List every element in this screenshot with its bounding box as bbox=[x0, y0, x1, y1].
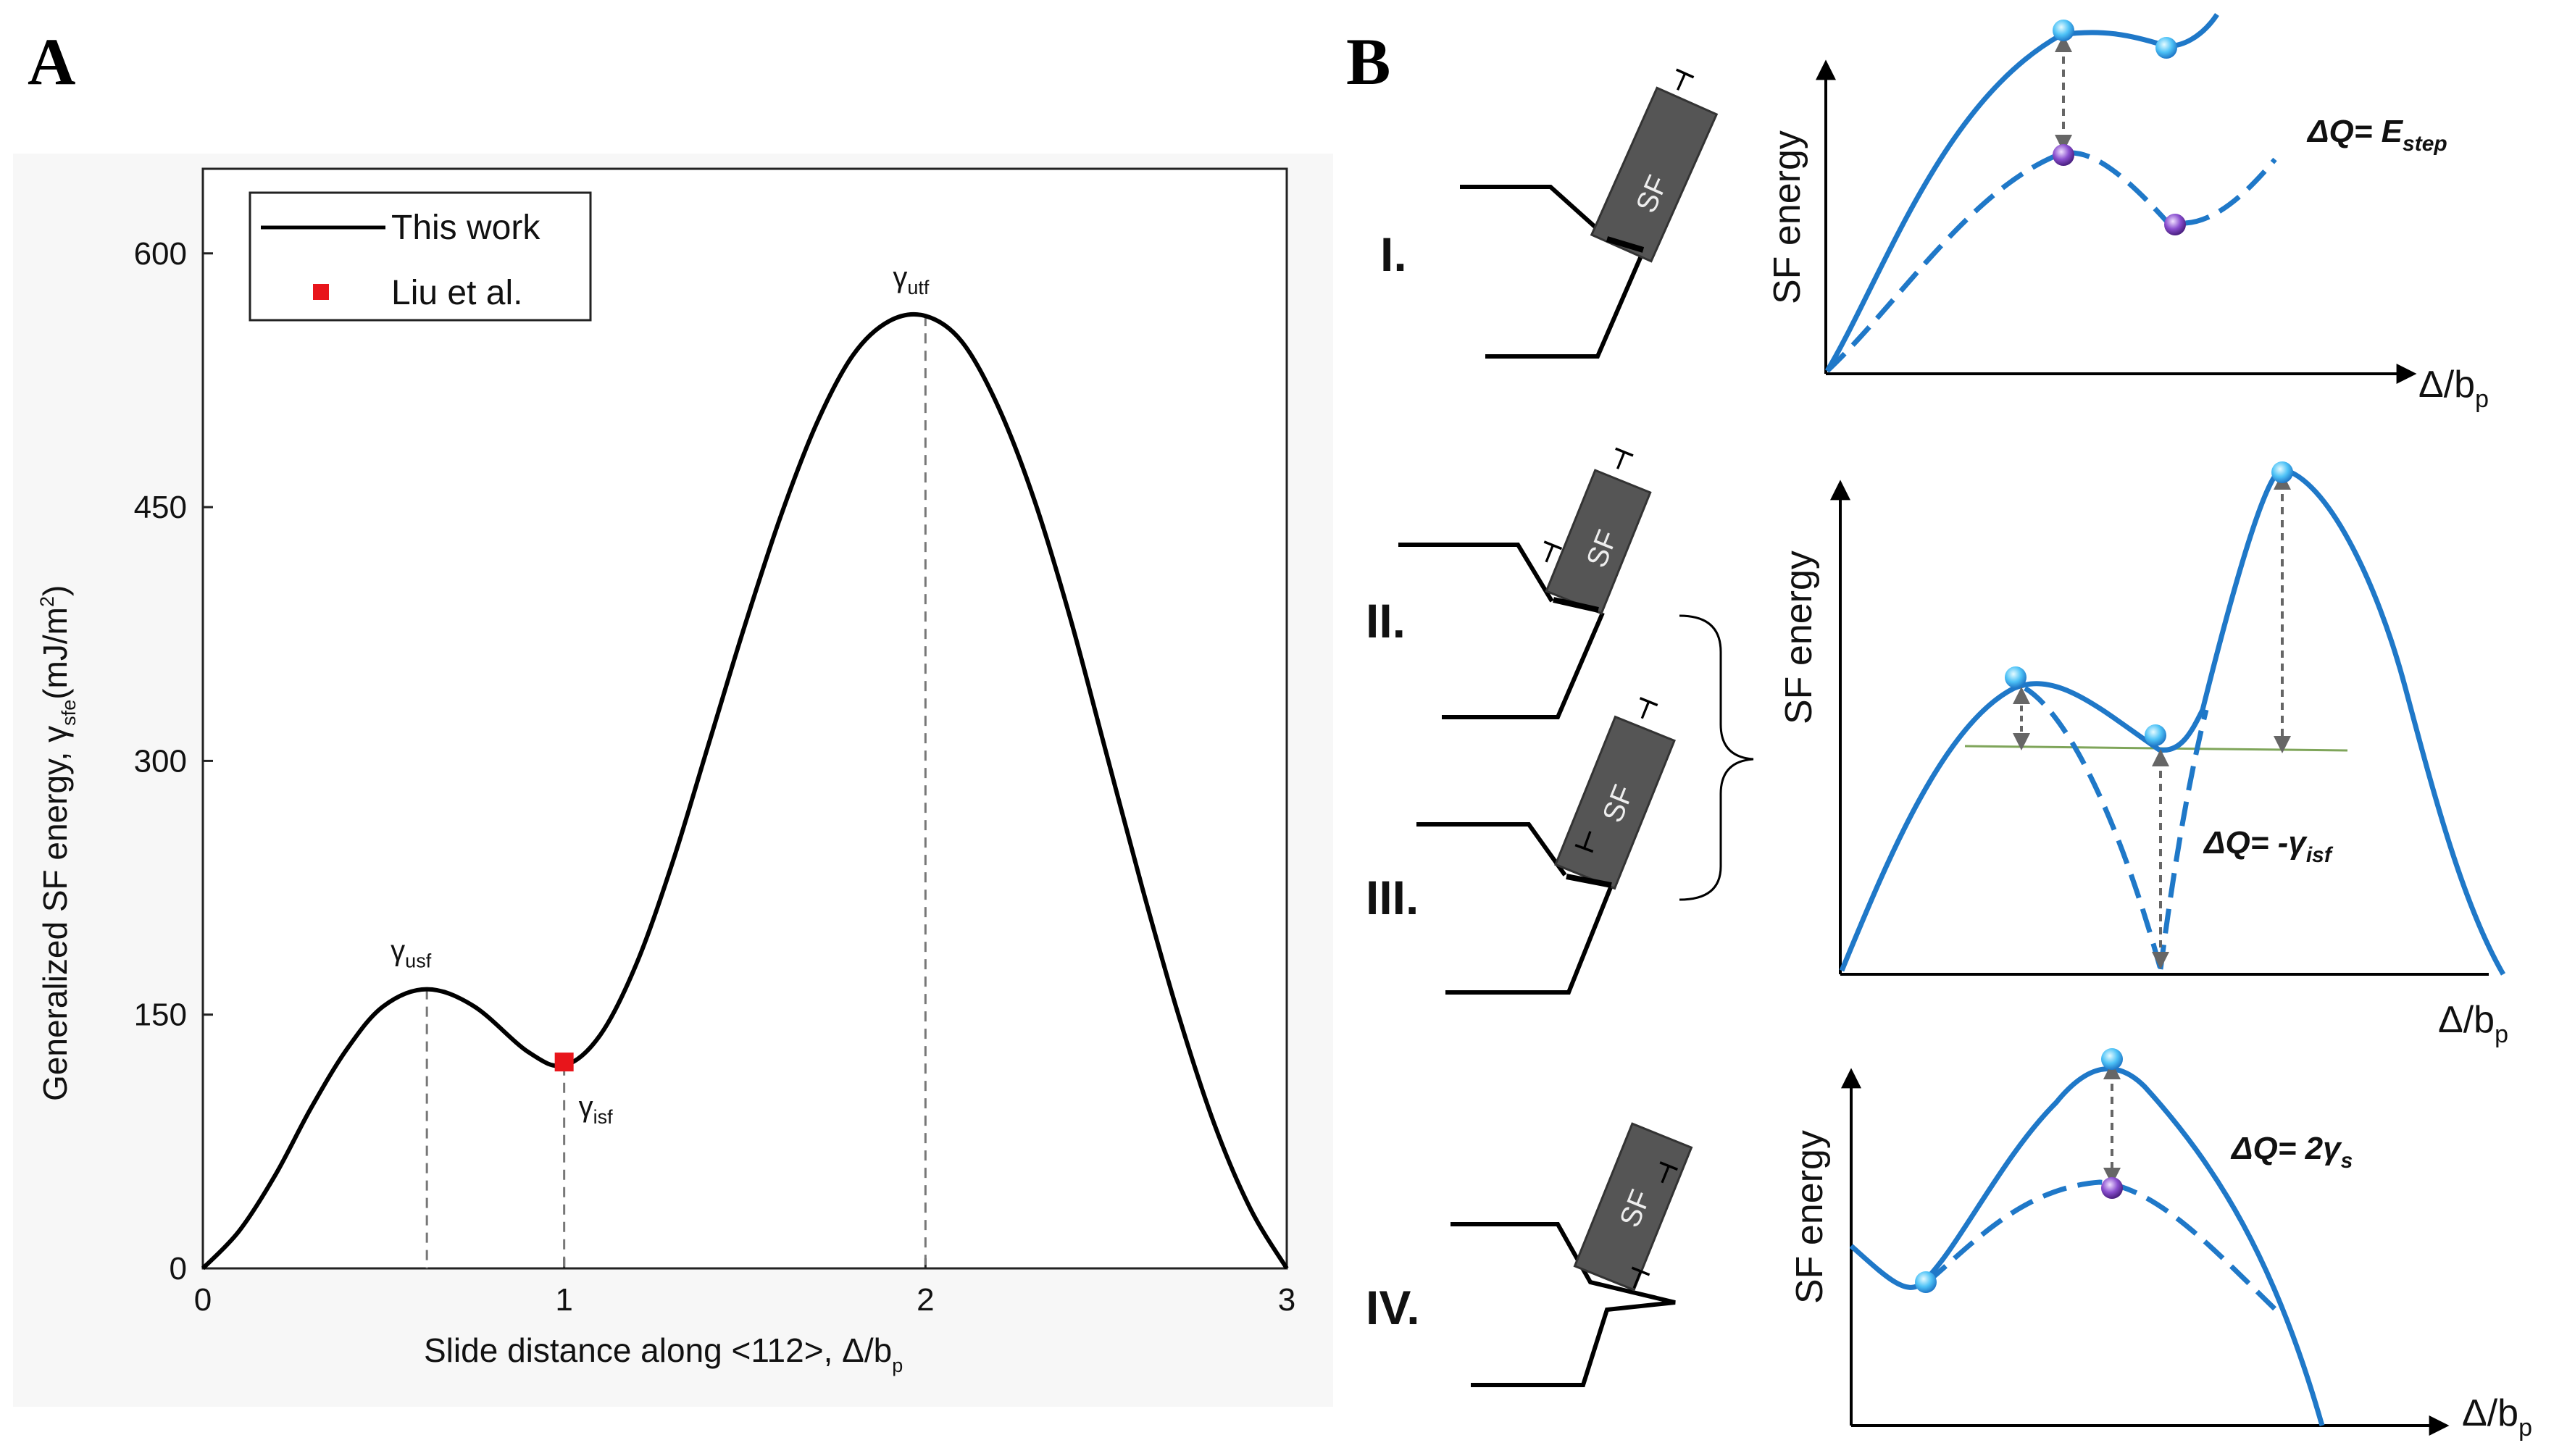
panel-a-ticks: 0 1 2 3 0 150 300 450 600 bbox=[134, 236, 1296, 1318]
panel-a-xlabel: Slide distance along <112>, Δ/bp bbox=[424, 1331, 903, 1376]
panel-a-plot-area bbox=[201, 167, 1288, 1270]
dislocation-icon: ┬ bbox=[1669, 54, 1701, 95]
dislocation-icon: ┬ bbox=[1608, 432, 1640, 472]
dislocation-icon: ┬ bbox=[1632, 682, 1664, 722]
panel-a-letter: A bbox=[28, 25, 75, 99]
b3-dot-top bbox=[2101, 1048, 2123, 1070]
y-tick-label: 450 bbox=[134, 490, 187, 525]
x-tick-label: 3 bbox=[1278, 1282, 1295, 1318]
stage-i-schematic: SF ┬ I. bbox=[1380, 54, 1719, 359]
y-tick-label: 150 bbox=[134, 997, 187, 1033]
b1-dot-top-1 bbox=[2053, 20, 2074, 41]
panel-a-series bbox=[201, 311, 1289, 1271]
b1-dot-bottom-1 bbox=[2053, 144, 2074, 166]
stage-iii-label: III. bbox=[1366, 871, 1419, 924]
x-tick-label: 1 bbox=[555, 1282, 572, 1318]
legend-box bbox=[249, 191, 592, 322]
series-this-work-line bbox=[201, 311, 1289, 1271]
b1-ylabel: SF energy bbox=[1766, 130, 1808, 304]
b3-solid-curve bbox=[1849, 1066, 2325, 1426]
legend-square-marker bbox=[313, 284, 329, 300]
b3-ylabel: SF energy bbox=[1789, 1130, 1831, 1304]
stage-i-sf-block bbox=[1590, 86, 1719, 263]
stage-iv-sf-block bbox=[1573, 1122, 1693, 1292]
stage-i-label: I. bbox=[1380, 227, 1407, 281]
b2-xlabel: Δ/bp bbox=[2438, 999, 2508, 1048]
stage-iv-schematic: SF ┬ ┬ IV. bbox=[1366, 1122, 1693, 1387]
b2-dq: ΔQ= -γisf bbox=[2203, 825, 2334, 867]
b1-dot-bottom-2 bbox=[2164, 214, 2186, 235]
marker-label: γusf bbox=[391, 935, 432, 972]
b1-xlabel: Δ/bp bbox=[2418, 364, 2489, 413]
stage-ii-schematic: SF ┬ ┬ II. bbox=[1366, 432, 1652, 719]
stage-iv-label: IV. bbox=[1366, 1281, 1420, 1334]
panel-a-guides bbox=[425, 316, 927, 1268]
b1-solid-curve bbox=[1824, 13, 2219, 372]
panel-a-legend: This work Liu et al. bbox=[249, 191, 592, 322]
legend-label-liu: Liu et al. bbox=[391, 274, 522, 312]
b-plot-2: SF energy Δ/bp ΔQ= -γisf bbox=[1778, 461, 2508, 1048]
b-plot-3: SF energy Δ/bp ΔQ= 2γs bbox=[1789, 1048, 2532, 1442]
b2-dashed-left bbox=[2024, 686, 2163, 970]
b2-solid-curve bbox=[1839, 466, 2506, 976]
panel-a-ylabel: Generalized SF energy, γsfe(mJ/m2) bbox=[36, 585, 80, 1101]
b1-dashed-curve bbox=[1825, 150, 2277, 373]
y-tick-label: 600 bbox=[134, 236, 187, 272]
b3-xlabel: Δ/bp bbox=[2462, 1392, 2532, 1442]
stage-iii-sf-block bbox=[1554, 715, 1676, 890]
b1-dot-top-2 bbox=[2155, 37, 2177, 59]
b2-dot-3 bbox=[2271, 461, 2293, 483]
b2-dot-1 bbox=[2005, 666, 2027, 688]
panel-a-marker-labels: γusf γisf γutf bbox=[391, 262, 930, 1128]
b3-dashed-curve bbox=[1925, 1179, 2283, 1317]
stage-brace bbox=[1679, 614, 1754, 901]
stage-ii-label: II. bbox=[1366, 594, 1406, 648]
marker-label: γutf bbox=[893, 262, 930, 298]
b3-dq: ΔQ= 2γs bbox=[2230, 1131, 2353, 1173]
panel-b-letter: B bbox=[1346, 25, 1390, 99]
b2-dot-2 bbox=[2145, 724, 2166, 746]
marker-label: γisf bbox=[579, 1091, 613, 1128]
stage-iii-schematic: SF ┬ ┬ III. bbox=[1366, 682, 1676, 995]
b3-dot-left bbox=[1915, 1271, 1937, 1293]
b1-dq: ΔQ= Estep bbox=[2306, 114, 2447, 156]
legend-label-this-work: This work bbox=[391, 209, 540, 247]
y-tick-label: 300 bbox=[134, 743, 187, 779]
b2-ylabel: SF energy bbox=[1778, 551, 1820, 724]
x-tick-label: 0 bbox=[194, 1282, 212, 1318]
y-tick-label: 0 bbox=[170, 1251, 187, 1286]
stage-schematics: SF ┬ I. SF ┬ ┬ II. SF ┬ ┬ III. bbox=[1366, 54, 1754, 1387]
b-plot-1: SF energy Δ/bp ΔQ= Estep bbox=[1766, 13, 2489, 413]
series-liu-point bbox=[554, 1053, 574, 1072]
b3-dot-purple bbox=[2101, 1177, 2123, 1199]
x-tick-label: 2 bbox=[917, 1282, 934, 1318]
